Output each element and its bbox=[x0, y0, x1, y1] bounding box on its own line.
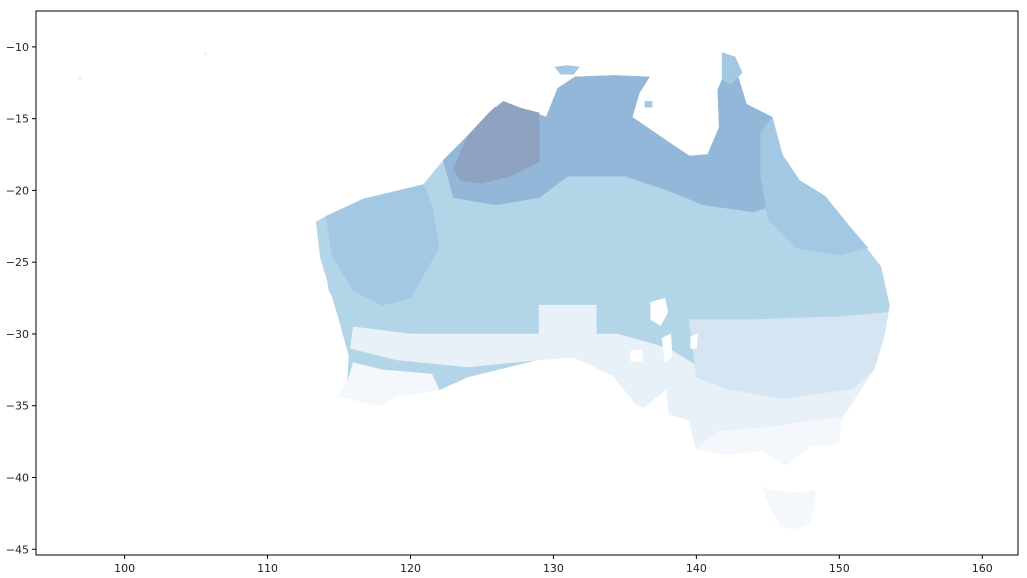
region-nullarbor-block bbox=[538, 304, 597, 361]
region-cocos-islands bbox=[78, 76, 82, 80]
x-tick-label: 150 bbox=[829, 562, 850, 575]
x-tick-label: 130 bbox=[543, 562, 564, 575]
x-tick-label: 110 bbox=[257, 562, 278, 575]
y-tick-label: −20 bbox=[6, 184, 29, 197]
region-northern-band bbox=[443, 56, 797, 213]
x-tick-label: 100 bbox=[114, 562, 135, 575]
region-lake-torrens bbox=[661, 333, 673, 364]
y-tick-label: −40 bbox=[6, 471, 29, 484]
region-cape-york-tip bbox=[721, 52, 743, 85]
region-western-pilbara bbox=[325, 184, 440, 306]
region-south-east-coast bbox=[695, 416, 843, 465]
region-new-south-wales-band bbox=[688, 312, 889, 399]
y-tick-label: −15 bbox=[6, 113, 29, 126]
y-axis: −10 −15 −20 −25 −30 −35 −40 −45 bbox=[6, 41, 36, 556]
region-groote-eylandt bbox=[644, 101, 653, 108]
y-tick-label: −45 bbox=[6, 543, 29, 556]
x-tick-label: 160 bbox=[972, 562, 993, 575]
region-lake-eyre bbox=[650, 297, 669, 326]
x-axis: 100 110 120 130 140 150 160 bbox=[114, 555, 993, 575]
region-christmas-island bbox=[203, 52, 208, 56]
x-tick-label: 140 bbox=[686, 562, 707, 575]
y-tick-label: −10 bbox=[6, 41, 29, 54]
axes-frame bbox=[35, 10, 1019, 556]
y-tick-label: −25 bbox=[6, 256, 29, 269]
region-lake-frome bbox=[690, 333, 699, 349]
y-tick-label: −35 bbox=[6, 400, 29, 413]
y-tick-label: −30 bbox=[6, 328, 29, 341]
region-lake-gairdner bbox=[630, 349, 643, 362]
map-regions bbox=[78, 52, 890, 530]
region-queensland-east bbox=[760, 116, 869, 256]
region-arnhem-land bbox=[567, 75, 650, 120]
region-south-west-coast bbox=[338, 362, 440, 407]
x-tick-label: 120 bbox=[400, 562, 421, 575]
region-tasmania bbox=[761, 487, 816, 530]
region-kimberley-darkest bbox=[453, 101, 540, 184]
region-melville-island bbox=[554, 65, 580, 75]
